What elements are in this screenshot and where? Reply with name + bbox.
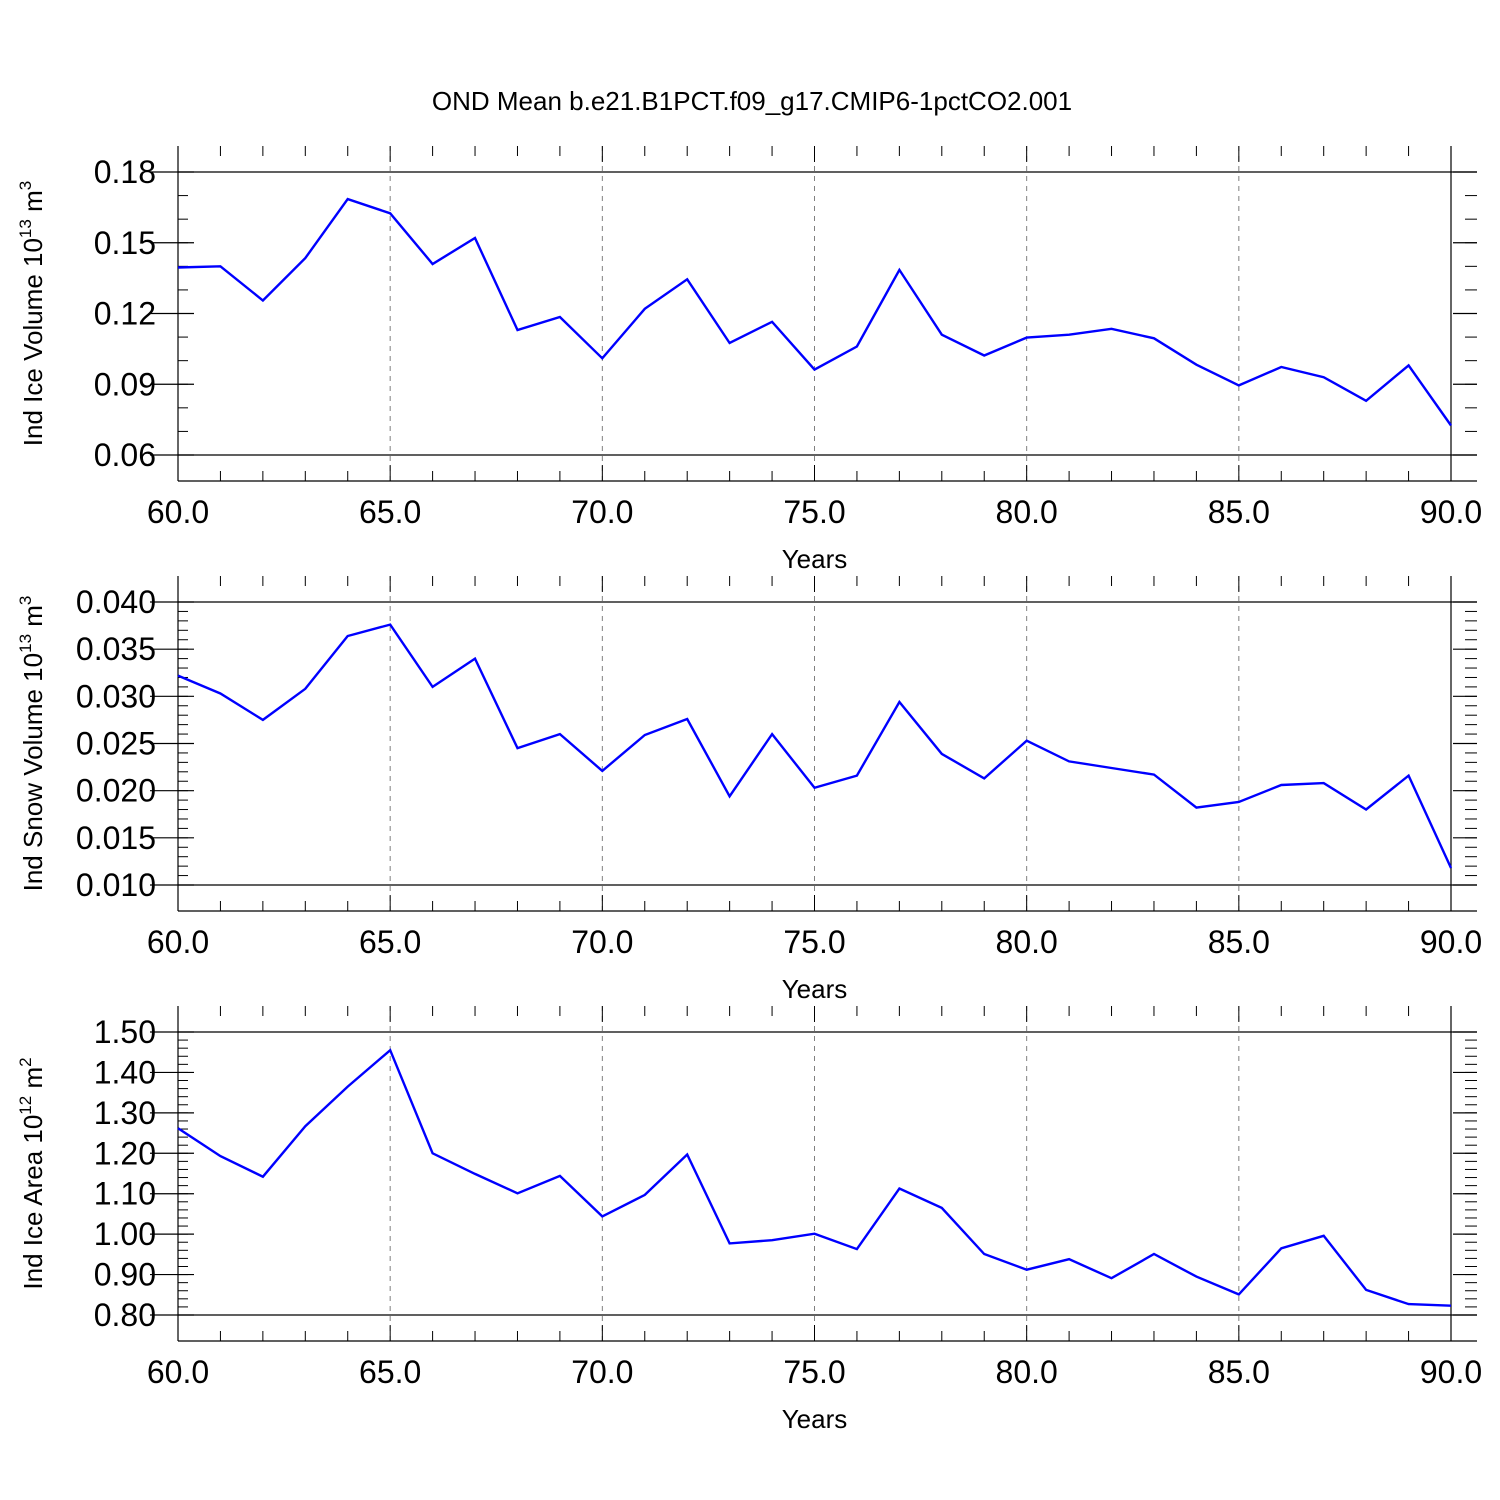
y-tick-label: 1.50 bbox=[94, 1014, 156, 1050]
x-tick-label: 65.0 bbox=[359, 494, 421, 530]
y-axis-label: Ind Snow Volume 1013 m3 bbox=[16, 596, 48, 892]
y-tick-label: 1.10 bbox=[94, 1176, 156, 1212]
y-axis-label: Ind Ice Area 1012 m2 bbox=[16, 1057, 48, 1289]
y-tick-label: 0.15 bbox=[94, 225, 156, 261]
x-tick-label: 85.0 bbox=[1208, 1354, 1270, 1390]
y-tick-label: 0.06 bbox=[94, 437, 156, 473]
x-tick-label: 60.0 bbox=[147, 494, 209, 530]
x-tick-label: 60.0 bbox=[147, 1354, 209, 1390]
y-tick-label: 0.035 bbox=[76, 631, 156, 667]
x-tick-label: 75.0 bbox=[783, 494, 845, 530]
x-axis-label: Years bbox=[782, 544, 848, 574]
y-tick-label: 1.20 bbox=[94, 1135, 156, 1171]
x-tick-label: 70.0 bbox=[571, 1354, 633, 1390]
y-tick-label: 1.40 bbox=[94, 1054, 156, 1090]
chart-panel-3: 0.80 0.90 1.00 1.10 1.20 1.30 1.40 1.50 60.0 65.0… bbox=[16, 1006, 1482, 1434]
x-tick-label: 80.0 bbox=[996, 924, 1058, 960]
x-tick-label: 85.0 bbox=[1208, 494, 1270, 530]
y-tick-label: 0.025 bbox=[76, 726, 156, 762]
series-line bbox=[177, 197, 1452, 427]
x-tick-label: 60.0 bbox=[147, 924, 209, 960]
x-tick-label: 70.0 bbox=[571, 494, 633, 530]
y-tick-label: 0.12 bbox=[94, 296, 156, 332]
x-tick-label: 80.0 bbox=[996, 494, 1058, 530]
x-tick-label: 85.0 bbox=[1208, 924, 1270, 960]
x-tick-label: 75.0 bbox=[783, 924, 845, 960]
chart-panel-1: 0.06 0.09 0.12 0.15 0.18 60.0 65.0 70.0 75.0 80.0… bbox=[16, 146, 1482, 574]
x-tick-label: 90.0 bbox=[1420, 494, 1482, 530]
y-tick-label: 0.040 bbox=[76, 584, 156, 620]
x-tick-label: 80.0 bbox=[996, 1354, 1058, 1390]
x-tick-label: 90.0 bbox=[1420, 924, 1482, 960]
x-tick-label: 65.0 bbox=[359, 1354, 421, 1390]
figure-title: OND Mean b.e21.B1PCT.f09_g17.CMIP6-1pctC… bbox=[432, 86, 1072, 116]
y-tick-label: 0.90 bbox=[94, 1257, 156, 1293]
x-axis-label: Years bbox=[782, 974, 848, 1004]
y-axis-label: Ind Ice Volume 1013 m3 bbox=[16, 181, 48, 446]
chart-panel-2: 0.010 0.015 0.020 0.025 0.030 0.035 0.040 60.0 6… bbox=[16, 576, 1482, 1004]
y-tick-label: 0.18 bbox=[94, 154, 156, 190]
x-tick-label: 90.0 bbox=[1420, 1354, 1482, 1390]
y-tick-label: 0.030 bbox=[76, 678, 156, 714]
x-tick-label: 65.0 bbox=[359, 924, 421, 960]
panels: 0.06 0.09 0.12 0.15 0.18 60.0 65.0 70.0 75.0 80.0… bbox=[16, 146, 1482, 1434]
y-tick-label: 0.010 bbox=[76, 867, 156, 903]
x-tick-label: 75.0 bbox=[783, 1354, 845, 1390]
x-axis-label: Years bbox=[782, 1404, 848, 1434]
y-tick-label: 0.09 bbox=[94, 366, 156, 402]
y-tick-label: 1.30 bbox=[94, 1095, 156, 1131]
y-tick-label: 0.80 bbox=[94, 1297, 156, 1333]
y-tick-label: 0.020 bbox=[76, 773, 156, 809]
y-tick-label: 0.015 bbox=[76, 820, 156, 856]
y-tick-label: 1.00 bbox=[94, 1216, 156, 1252]
x-tick-label: 70.0 bbox=[571, 924, 633, 960]
